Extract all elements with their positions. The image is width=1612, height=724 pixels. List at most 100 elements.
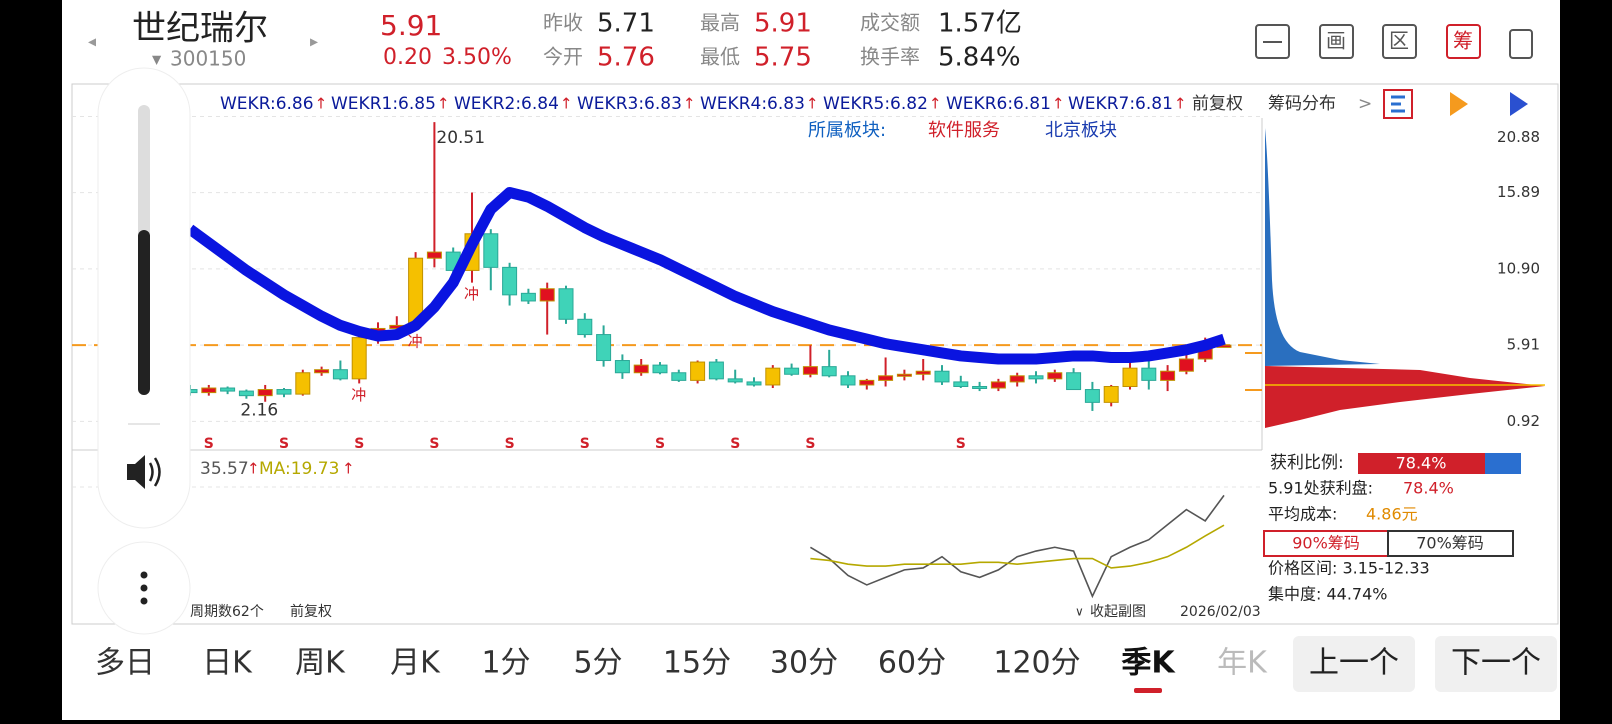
tab[interactable]: 60分 <box>878 646 946 681</box>
tab[interactable]: 季K <box>1121 646 1176 681</box>
sector-label: 所属板块: <box>808 120 886 141</box>
candle-body <box>1178 358 1194 372</box>
icon[interactable] <box>1255 24 1290 59</box>
tab[interactable]: 5分 <box>573 646 622 681</box>
tab[interactable]: 年K <box>1217 646 1268 681</box>
footer-adjust: 前复权 <box>290 603 332 620</box>
tab[interactable]: 120分 <box>993 646 1080 681</box>
s-mark: S <box>730 436 740 452</box>
chip-profile <box>1265 128 1380 366</box>
candle-body <box>295 372 311 395</box>
candle-body <box>1122 367 1138 387</box>
next-arrow[interactable]: ▸ <box>310 32 318 51</box>
sector[interactable]: 北京板块 <box>1045 120 1117 141</box>
prev-button[interactable] <box>1293 636 1415 692</box>
dot <box>140 597 148 605</box>
speaker-icon[interactable] <box>127 455 145 489</box>
stat-value: 1.57亿 <box>938 9 1022 39</box>
candle-body <box>1066 372 1082 391</box>
stat-label: 成交额 <box>860 11 920 35</box>
stat-label: 昨收 <box>543 11 583 35</box>
tab[interactable]: 周K <box>295 646 346 681</box>
icon[interactable] <box>1509 29 1533 59</box>
chip-icon[interactable] <box>1450 92 1468 116</box>
sub-line <box>810 524 1225 569</box>
chip-title[interactable]: 筹码分布 <box>1268 94 1336 114</box>
indicator: WEKR1:6.85 <box>331 94 436 114</box>
s-mark: S <box>354 436 364 452</box>
up-arrow: ↑ <box>342 460 355 478</box>
tab[interactable]: 多日 <box>95 646 155 681</box>
profit-at-label: 5.91处获利盘: <box>1268 479 1373 498</box>
s-mark: S <box>805 436 815 452</box>
tab[interactable]: 1分 <box>481 646 530 681</box>
stat-value: 5.84% <box>938 43 1021 73</box>
candle-body <box>915 370 931 375</box>
candle-body <box>990 381 1006 389</box>
candle-body <box>690 361 706 381</box>
candle-body <box>276 389 292 395</box>
s-mark: S <box>956 436 966 452</box>
icon[interactable] <box>1319 24 1354 59</box>
dot <box>140 584 148 592</box>
candle-body <box>1028 375 1044 380</box>
chart-frame <box>71 83 1559 625</box>
chip-icon[interactable] <box>1510 92 1528 116</box>
tab[interactable]: 15分 <box>663 646 731 681</box>
candle-body <box>802 366 818 375</box>
up-arrow: ↑ <box>683 95 696 113</box>
candle-body <box>558 288 574 320</box>
collapse-icon: ∨ <box>1075 605 1084 619</box>
tab[interactable]: 日K <box>202 646 253 681</box>
candle-body <box>577 318 593 336</box>
candle-body <box>351 337 367 380</box>
candle-body <box>314 369 330 374</box>
up-arrow: ↑ <box>1174 95 1187 113</box>
candle-body <box>1141 367 1157 381</box>
candle-body <box>1047 372 1063 380</box>
btn-70[interactable] <box>1387 530 1514 557</box>
sector[interactable]: 软件服务 <box>928 120 1000 141</box>
up-arrow: ↑ <box>560 95 573 113</box>
candle-body <box>539 288 555 302</box>
prev-arrow[interactable]: ◂ <box>88 32 96 51</box>
speaker-icon <box>148 457 161 487</box>
indicator: WEKR:6.86 <box>220 94 314 114</box>
chip-profile <box>1265 366 1545 428</box>
candle-body <box>972 385 988 389</box>
icon[interactable] <box>1446 24 1481 59</box>
stat-value: 5.71 <box>597 9 655 39</box>
icon[interactable] <box>1382 24 1417 59</box>
candle-body <box>1009 375 1025 383</box>
candle-body <box>201 387 217 394</box>
change-pct: 3.50% <box>442 45 512 70</box>
y-tick-label: 20.88 <box>1497 128 1540 146</box>
collapse[interactable]: 收起副图 <box>1090 604 1146 620</box>
profit-value: 78.4% <box>1396 454 1447 473</box>
candle-body <box>596 334 612 362</box>
candle-body <box>220 387 236 392</box>
tab[interactable]: 月K <box>390 646 441 681</box>
candle-body <box>840 375 856 386</box>
indicator: WEKR5:6.82 <box>823 94 928 114</box>
next-button[interactable] <box>1435 636 1557 692</box>
candle-body <box>1103 385 1119 403</box>
signal: 冲 <box>464 285 479 303</box>
candle-body <box>1084 389 1100 403</box>
cost-label: 平均成本: <box>1268 505 1337 524</box>
candle-body <box>671 372 687 381</box>
chip-icon[interactable] <box>1383 89 1413 119</box>
up-arrow: ↑ <box>806 95 819 113</box>
candle-body <box>765 367 781 386</box>
indicator: WEKR7:6.81 <box>1068 94 1173 114</box>
tab[interactable]: 30分 <box>770 646 838 681</box>
s-mark: S <box>279 436 289 452</box>
up-arrow: ↑ <box>247 460 260 478</box>
y-tick-label: 15.89 <box>1497 183 1540 201</box>
concentration: 集中度: 44.74% <box>1268 585 1388 604</box>
btn-70-label: 70%筹码 <box>1416 534 1484 553</box>
next-label: 下一个 <box>1451 646 1541 681</box>
prev-label: 上一个 <box>1309 646 1399 681</box>
s-mark: S <box>655 436 665 452</box>
